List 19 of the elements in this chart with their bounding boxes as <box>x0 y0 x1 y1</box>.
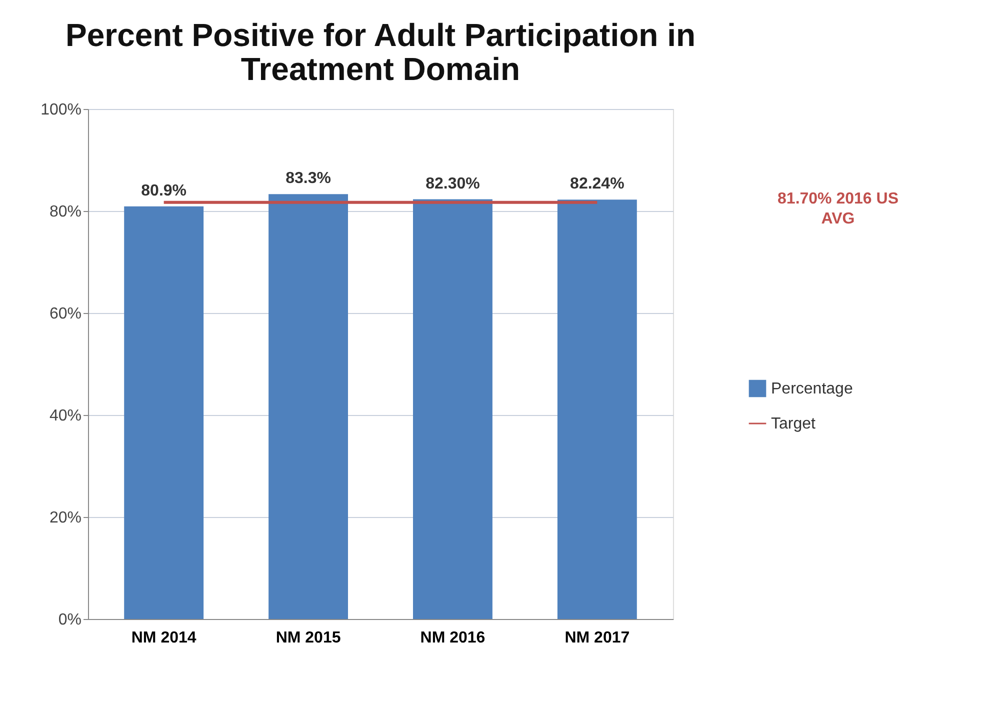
legend-label: Percentage <box>771 380 853 398</box>
text: Treatment Domain <box>240 51 520 87</box>
x-tick-label: NM 2016 <box>420 630 486 646</box>
data-label: 82.30% <box>426 175 480 192</box>
y-tick-label: 100% <box>40 102 82 118</box>
data-label: 80.9% <box>141 182 187 200</box>
legend-label: Target <box>771 416 816 432</box>
y-tick-label: 0% <box>58 612 82 628</box>
x-tick-label: NM 2014 <box>131 630 196 646</box>
x-tick-label: NM 2015 <box>276 630 341 646</box>
data-label: 83.3% <box>286 170 331 188</box>
x-tick-label: NM 2017 <box>564 630 630 646</box>
text: Percent Positive for Adult Participation in <box>65 17 696 53</box>
y-tick-label: 40% <box>49 408 82 424</box>
y-tick-label: 20% <box>49 510 82 526</box>
y-tick-label: 80% <box>49 204 82 220</box>
text: 81.70% 2016 US AVG <box>778 190 899 228</box>
data-label: 82.24% <box>570 176 624 193</box>
y-tick-label: 60% <box>49 306 82 322</box>
